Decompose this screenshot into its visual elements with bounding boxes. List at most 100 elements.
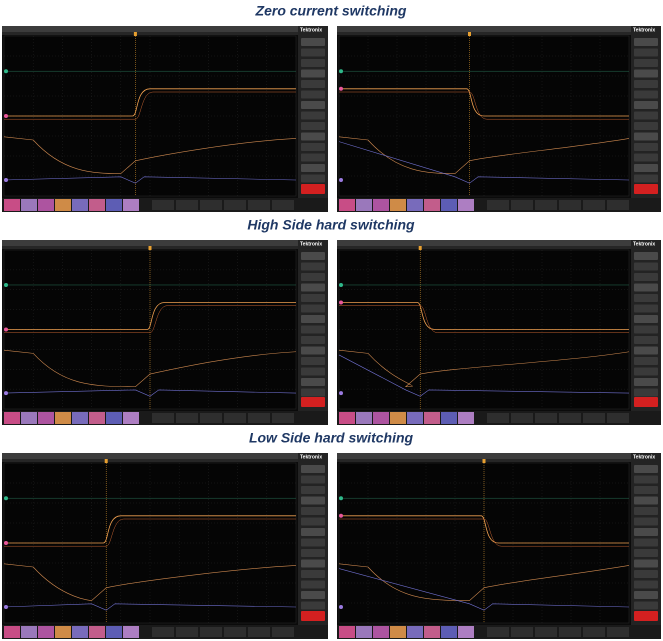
side-button — [301, 252, 325, 260]
channel-tile — [72, 199, 88, 211]
channel-tile — [72, 626, 88, 638]
stop-button[interactable] — [301, 611, 325, 621]
side-button — [634, 465, 658, 473]
menu-bar — [2, 240, 328, 246]
side-button — [301, 496, 325, 505]
channel-marker — [4, 327, 8, 332]
side-button — [301, 164, 325, 172]
menu-bar — [2, 453, 328, 459]
stop-button[interactable] — [634, 397, 658, 407]
side-button — [301, 591, 325, 599]
side-button — [301, 69, 325, 78]
gate-trace — [338, 141, 630, 184]
info-box — [607, 413, 629, 423]
channel-tile — [407, 199, 423, 211]
side-button — [301, 580, 325, 589]
side-button — [634, 315, 658, 323]
side-button — [634, 252, 658, 260]
channel-tile — [458, 626, 474, 638]
info-box — [272, 200, 294, 210]
info-box — [559, 627, 581, 637]
channel-tile — [424, 626, 440, 638]
channel-tile — [72, 412, 88, 424]
stop-button[interactable] — [301, 397, 325, 407]
trigger-marker — [133, 32, 137, 36]
scope-screenshot: Tektronix — [2, 26, 328, 212]
info-box — [535, 413, 557, 423]
side-button — [301, 153, 325, 162]
channel-tile — [441, 199, 457, 211]
info-box — [248, 200, 270, 210]
channel-marker — [4, 282, 8, 287]
side-button — [301, 132, 325, 141]
channel-marker — [339, 178, 343, 182]
gate-trace — [3, 603, 297, 611]
trigger-marker — [482, 459, 486, 463]
side-button — [301, 101, 325, 109]
channel-tile — [458, 412, 474, 424]
channel-tile — [89, 199, 105, 211]
current-trace — [3, 563, 297, 601]
info-box — [272, 413, 294, 423]
side-button — [634, 486, 658, 494]
scope-screenshot: Tektronix — [337, 453, 661, 639]
side-button — [634, 325, 658, 334]
channel-tile — [458, 199, 474, 211]
tab-bar — [2, 32, 298, 35]
current-trace — [338, 349, 630, 388]
info-box — [152, 200, 174, 210]
side-button — [301, 346, 325, 355]
info-box — [583, 200, 605, 210]
channel-tile — [424, 199, 440, 211]
channel-marker — [339, 605, 343, 609]
info-box — [535, 627, 557, 637]
side-button — [301, 90, 325, 99]
channel-tile — [356, 412, 372, 424]
channel-marker — [339, 300, 343, 305]
side-button — [634, 90, 658, 99]
brand-label: Tektronix — [633, 454, 655, 460]
side-button — [301, 549, 325, 557]
orange-trace — [339, 302, 629, 330]
gate-trace — [3, 389, 297, 397]
channel-marker — [339, 282, 343, 287]
side-button — [301, 507, 325, 515]
side-button — [301, 304, 325, 313]
info-box — [224, 200, 246, 210]
side-button — [634, 143, 658, 151]
tab-bar — [337, 32, 631, 35]
side-button — [634, 59, 658, 67]
channel-tile — [106, 626, 122, 638]
gate-trace — [338, 568, 630, 611]
info-box — [559, 200, 581, 210]
stop-button[interactable] — [301, 184, 325, 194]
channel-tile — [55, 199, 71, 211]
side-button — [634, 475, 658, 484]
orange-trace — [4, 302, 296, 330]
side-button — [301, 528, 325, 536]
menu-bar — [2, 26, 328, 32]
info-box — [535, 200, 557, 210]
side-button — [301, 325, 325, 334]
info-box — [487, 627, 509, 637]
info-box — [248, 413, 270, 423]
stop-button[interactable] — [634, 611, 658, 621]
stop-button[interactable] — [634, 184, 658, 194]
trigger-marker — [418, 246, 422, 250]
side-button — [634, 591, 658, 599]
side-button — [634, 346, 658, 355]
side-button — [634, 164, 658, 172]
orange-trace — [4, 305, 296, 333]
info-box — [583, 413, 605, 423]
side-button — [301, 273, 325, 281]
side-button — [301, 559, 325, 568]
channel-tile — [4, 412, 20, 424]
info-box — [152, 413, 174, 423]
channel-marker — [4, 541, 8, 545]
info-box — [200, 413, 222, 423]
brand-label: Tektronix — [300, 27, 322, 33]
channel-tile — [441, 412, 457, 424]
side-button — [634, 101, 658, 109]
info-box — [511, 627, 533, 637]
section-title: Low Side hard switching — [249, 430, 414, 446]
